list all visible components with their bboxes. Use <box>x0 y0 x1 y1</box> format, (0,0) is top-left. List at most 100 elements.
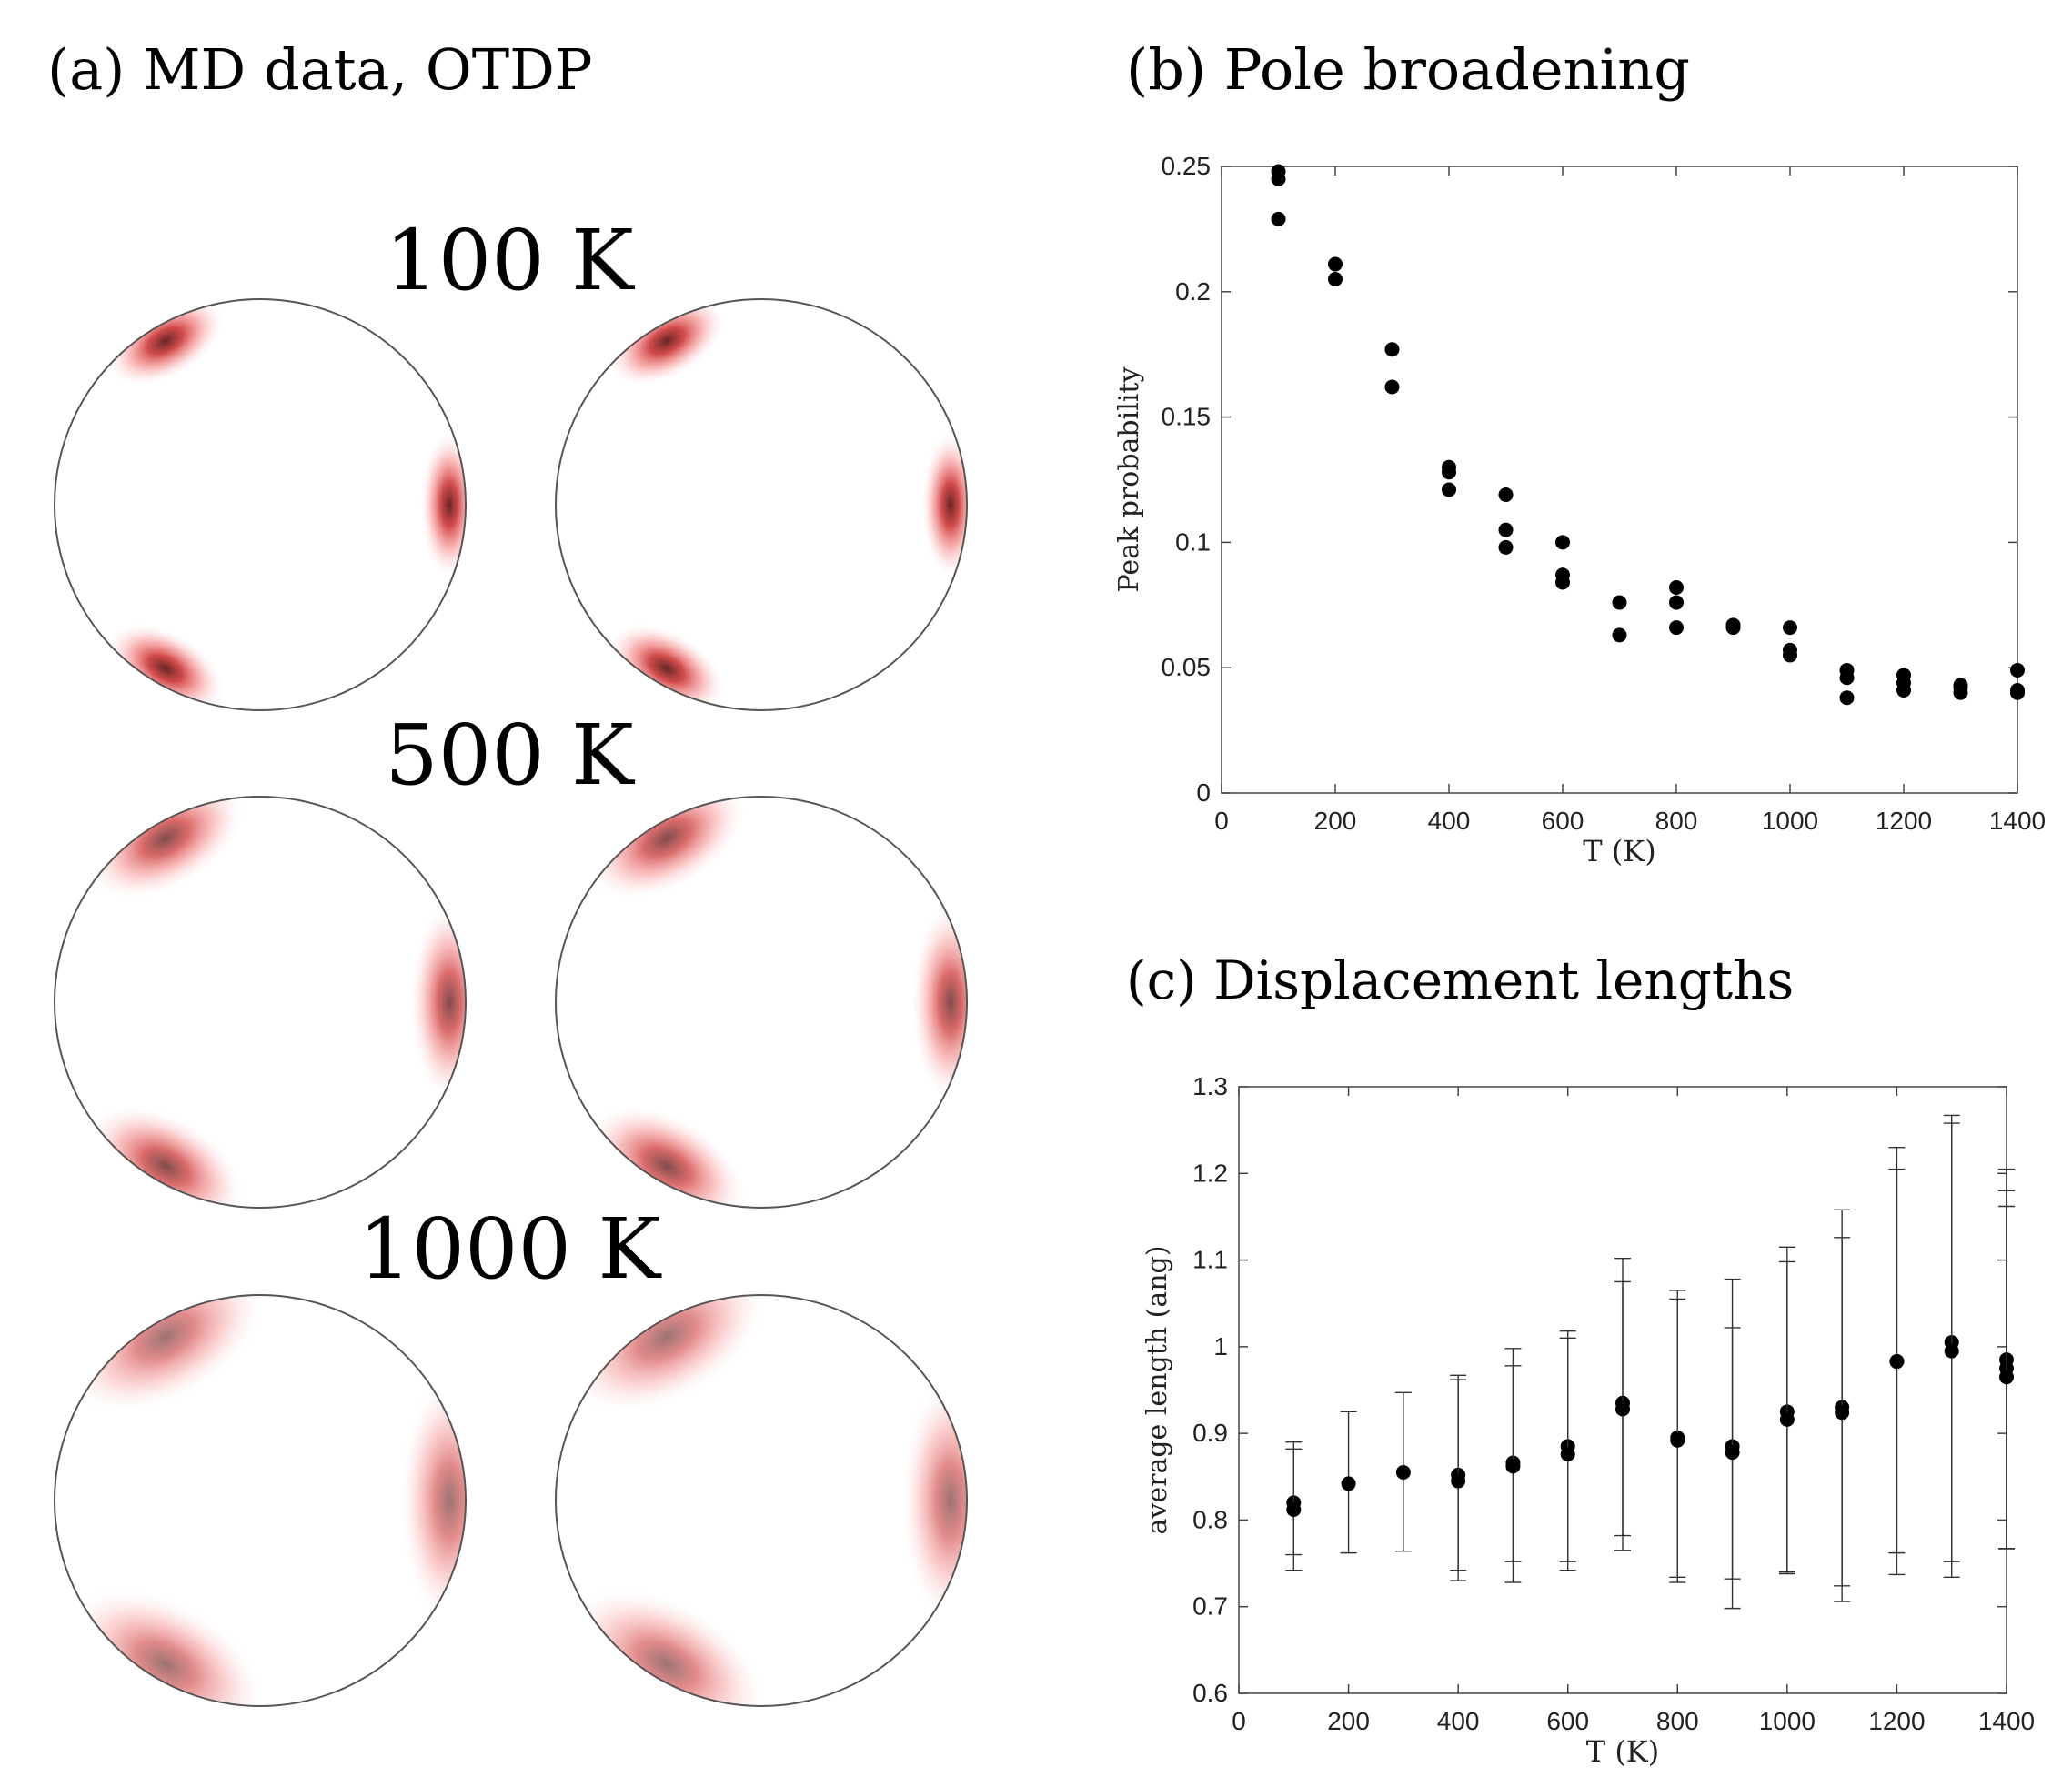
data-point <box>1341 1476 1356 1491</box>
displacement-length-chart: 0 200 400 600 800 1000 1200 1400 0.6 0.7 0.8 0.9 1 1.… <box>1142 1072 2035 1769</box>
data-point <box>1783 648 1797 663</box>
x-tick-label: 400 <box>1437 1707 1480 1735</box>
data-point <box>1889 1354 1905 1370</box>
pole-figure-grid: 100 K 500 K 1000 K <box>54 212 968 1707</box>
x-tick-label: 1400 <box>1978 1707 2035 1735</box>
data-point <box>1498 487 1514 503</box>
data-point <box>1779 1411 1795 1427</box>
pole-intensity <box>910 904 967 1100</box>
x-tick-label: 600 <box>1546 1707 1589 1735</box>
pole-intensity <box>409 904 466 1100</box>
y-tick-label: 0.8 <box>1192 1505 1228 1533</box>
y-tick-label: 0.9 <box>1192 1419 1228 1447</box>
pole-intensity <box>921 432 967 577</box>
data-point <box>1271 164 1286 179</box>
y-axis-label: Peak probability <box>1113 367 1145 593</box>
data-point <box>1615 1401 1630 1417</box>
panel-b-title: (b) Pole broadening <box>1126 36 1690 103</box>
data-point <box>1560 1447 1575 1462</box>
pole-intensity <box>900 1377 967 1624</box>
pole-figure <box>54 796 467 1209</box>
data-point <box>1612 595 1627 610</box>
data-point <box>1835 1405 1850 1421</box>
y-tick-label: 0.15 <box>1162 403 1212 431</box>
x-tick-label: 1400 <box>1989 807 2046 835</box>
pole-figure-outline <box>54 796 467 1209</box>
data-point <box>1555 535 1570 550</box>
pole-intensity <box>420 432 466 577</box>
x-tick-label: 200 <box>1314 807 1357 835</box>
data-point <box>1498 522 1514 537</box>
data-point <box>1384 379 1400 395</box>
data-point <box>1555 575 1570 590</box>
y-axis-label: average length (ang) <box>1142 1246 1173 1535</box>
data-point <box>1395 1465 1411 1481</box>
y-tick-label: 0.2 <box>1175 277 1211 306</box>
data-point <box>1670 1432 1685 1448</box>
pole-figure-outline <box>555 1294 968 1707</box>
x-tick-label: 600 <box>1542 807 1584 835</box>
x-tick-label: 0 <box>1214 807 1229 835</box>
data-point <box>1612 627 1627 643</box>
data-point <box>1328 256 1343 272</box>
data-point <box>1839 670 1855 686</box>
x-tick-label: 400 <box>1428 807 1471 835</box>
y-tick-label: 1.2 <box>1192 1159 1228 1187</box>
x-tick-label: 800 <box>1655 807 1698 835</box>
pole-figure <box>555 1294 968 1707</box>
pole-figure-outline <box>555 796 968 1209</box>
data-point <box>1498 539 1514 555</box>
x-axis-label: T (K) <box>1583 834 1655 868</box>
data-point <box>1896 683 1911 698</box>
y-tick-label: 0.7 <box>1192 1592 1228 1621</box>
y-tick-label: 1.3 <box>1192 1072 1228 1100</box>
temperature-label: 100 K <box>385 212 636 309</box>
pole-figure-outline <box>54 1294 467 1707</box>
peak-probability-chart: 0 200 400 600 800 1000 1200 1400 0 0.05 0.1 0.15 0.2… <box>1113 152 2046 868</box>
data-point <box>1669 580 1684 596</box>
data-point <box>1442 465 1456 480</box>
y-tick-label: 0.25 <box>1162 152 1212 180</box>
plot-frame <box>1221 166 2018 794</box>
pole-figure <box>54 298 467 711</box>
data-point <box>1328 272 1343 287</box>
data-point <box>1505 1459 1521 1474</box>
pole-figure-outline <box>555 298 968 711</box>
data-point <box>1384 342 1400 357</box>
temperature-label: 500 K <box>385 707 636 804</box>
data-point <box>1783 620 1797 636</box>
data-point <box>1999 1370 2014 1385</box>
x-tick-label: 1200 <box>1868 1707 1925 1735</box>
pole-figure <box>555 298 968 711</box>
x-tick-label: 1000 <box>1759 1707 1816 1735</box>
y-tick-label: 1 <box>1213 1332 1228 1360</box>
pole-figure <box>555 796 968 1209</box>
x-axis-label: T (K) <box>1586 1734 1659 1769</box>
data-point <box>2010 662 2025 678</box>
data-point <box>1669 620 1684 636</box>
data-point <box>1442 482 1456 497</box>
data-point <box>1944 1343 1959 1359</box>
y-tick-label: 0.1 <box>1175 527 1211 556</box>
data-point <box>1286 1501 1302 1517</box>
temperature-label: 1000 K <box>358 1200 662 1298</box>
y-tick-label: 0.05 <box>1162 653 1212 681</box>
data-point <box>1953 685 1968 700</box>
x-tick-label: 200 <box>1327 1707 1370 1735</box>
x-tick-label: 800 <box>1656 1707 1699 1735</box>
data-point <box>2010 685 2025 700</box>
pole-intensity <box>399 1377 466 1624</box>
x-tick-label: 1000 <box>1762 807 1818 835</box>
y-tick-label: 0.6 <box>1192 1679 1228 1707</box>
x-tick-label: 1200 <box>1876 807 1932 835</box>
data-point <box>1669 595 1684 610</box>
pole-figure-outline <box>54 298 467 711</box>
panel-a-title: (a) MD data, OTDP <box>47 36 593 103</box>
data-point <box>1271 211 1286 226</box>
data-point <box>1451 1473 1466 1489</box>
pole-figure <box>54 1294 467 1707</box>
y-tick-label: 0 <box>1196 778 1211 807</box>
data-point <box>1839 690 1855 706</box>
data-point <box>1725 620 1741 636</box>
